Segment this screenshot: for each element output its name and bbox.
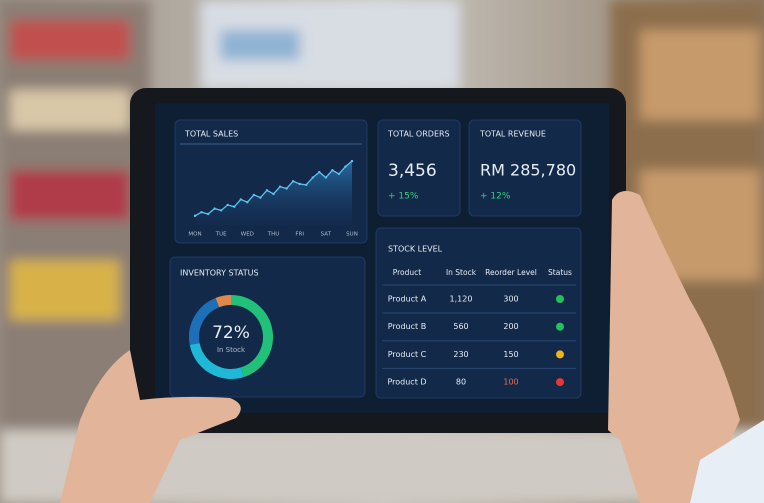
sales-point	[200, 211, 203, 214]
reorder-level: 200	[503, 322, 518, 331]
x-tick-label: MON	[188, 232, 201, 238]
status-dot	[556, 378, 564, 387]
sales-point	[272, 192, 275, 196]
sales-point	[291, 180, 295, 183]
sales-point	[213, 207, 216, 210]
donut-segment	[230, 295, 273, 377]
status-dot	[556, 350, 564, 359]
sales-point	[193, 214, 197, 218]
kpi-value: 3,456	[388, 161, 437, 181]
sales-point	[324, 176, 328, 179]
in-stock: 230	[453, 350, 468, 359]
sales-point	[219, 209, 223, 212]
sales-point	[252, 193, 256, 197]
donut-value: 72%	[212, 323, 250, 343]
sales-point	[337, 172, 341, 176]
x-tick-label: SUN	[346, 232, 358, 238]
card-title: STOCK LEVEL	[388, 245, 443, 254]
x-tick-label: THU	[267, 232, 280, 238]
sales-point	[226, 203, 229, 207]
donut-segment	[189, 297, 220, 345]
hands	[60, 191, 764, 503]
sales-point	[298, 182, 301, 186]
reorder-level: 100	[503, 378, 518, 387]
x-tick-label: WED	[241, 232, 254, 238]
card-title: TOTAL REVENUE	[479, 130, 546, 139]
product-name: Product B	[388, 322, 426, 331]
card-title: TOTAL ORDERS	[387, 130, 450, 139]
left-hand	[60, 350, 241, 503]
x-tick-label: FRI	[295, 232, 304, 238]
table-header: Reorder Level	[485, 268, 537, 277]
x-tick-label: TUE	[215, 232, 227, 238]
status-dot	[556, 295, 564, 303]
card-title: INVENTORY STATUS	[180, 269, 259, 278]
sales-point	[265, 189, 269, 192]
sales-point	[239, 198, 242, 201]
in-stock: 1,120	[450, 295, 473, 304]
kpi-change: + 12%	[480, 192, 511, 202]
sales-point	[246, 200, 249, 204]
kpi-value: RM 285,780	[480, 161, 576, 180]
sales-point	[285, 187, 288, 190]
sales-point	[311, 176, 314, 179]
orders-card	[377, 119, 461, 217]
donut-segment	[189, 342, 244, 379]
table-header: Product	[393, 268, 422, 277]
sales-point	[278, 185, 282, 188]
card-title: TOTAL SALES	[184, 130, 238, 139]
revenue-card	[468, 119, 582, 217]
reorder-level: 300	[503, 295, 518, 304]
product-name: Product A	[388, 295, 427, 304]
product-name: Product D	[387, 378, 426, 387]
sales-point	[350, 159, 354, 163]
sleeve	[690, 420, 764, 503]
sales-point	[344, 165, 347, 168]
kpi-change: + 15%	[388, 192, 419, 202]
sales-point	[331, 169, 334, 172]
status-dot	[556, 322, 564, 331]
donut-label: In Stock	[217, 346, 246, 354]
sales-point	[259, 196, 262, 199]
in-stock: 560	[453, 322, 468, 331]
sales-point	[318, 170, 321, 174]
reorder-level: 150	[503, 350, 518, 359]
sales-point	[233, 205, 236, 208]
product-name: Product C	[388, 350, 427, 359]
table-header: In Stock	[446, 268, 477, 277]
sales-area	[195, 161, 352, 225]
sales-point	[206, 212, 210, 216]
right-hand	[608, 191, 740, 503]
x-tick-label: SAT	[321, 232, 332, 238]
table-header: Status	[548, 268, 572, 277]
sales-point	[305, 183, 308, 187]
in-stock: 80	[456, 378, 466, 387]
donut-segment	[215, 295, 232, 308]
